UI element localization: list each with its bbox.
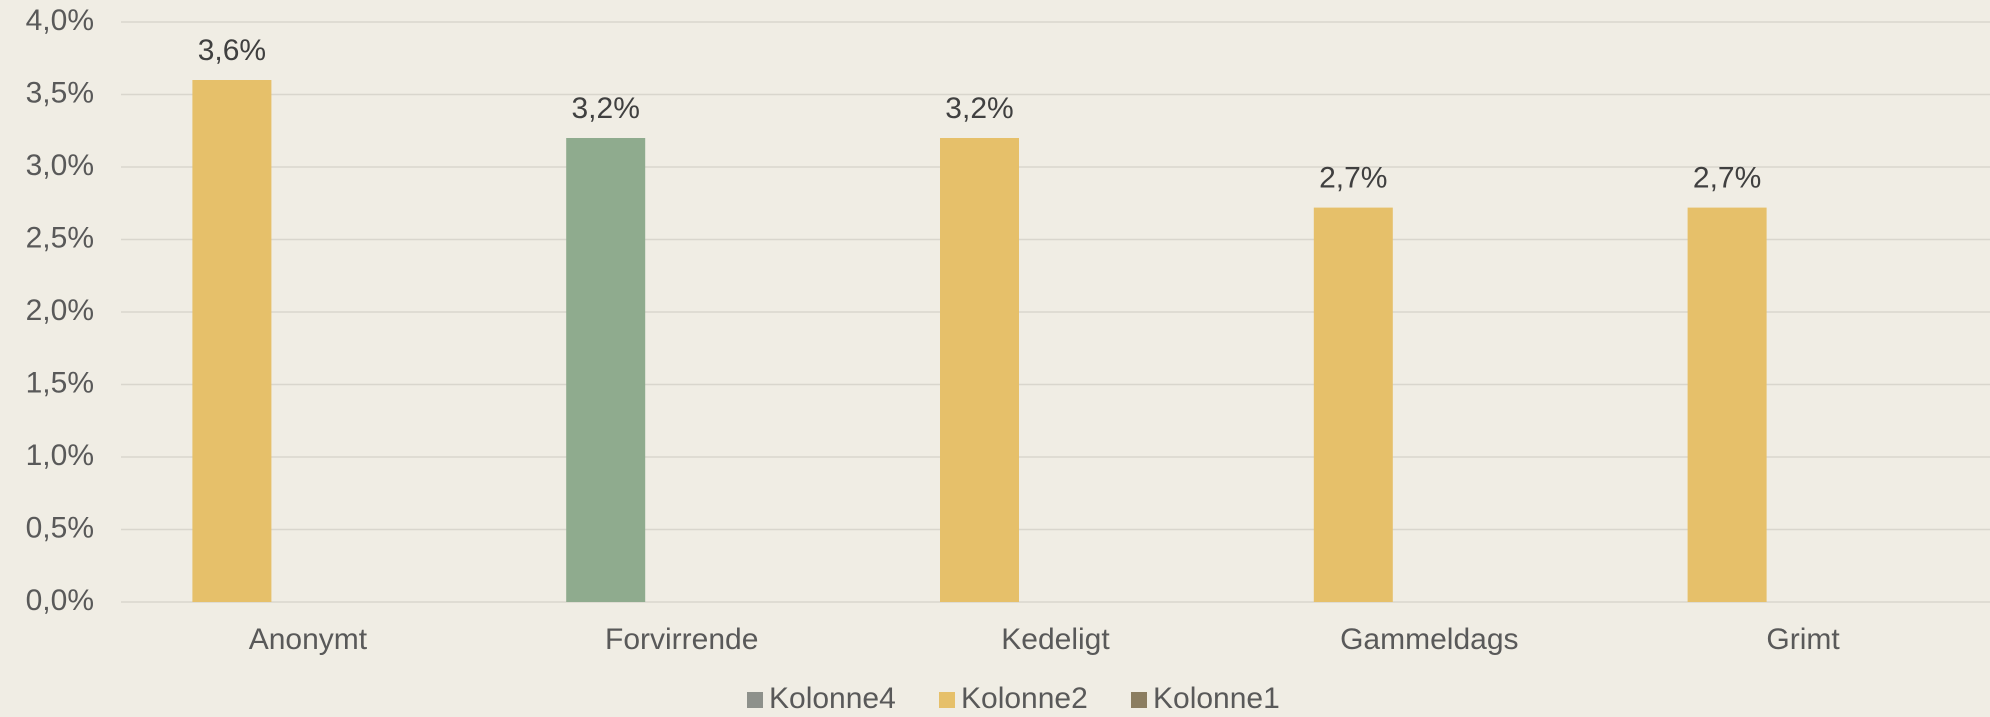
- y-tick-label: 1,5%: [26, 366, 94, 399]
- legend-label: Kolonne2: [961, 682, 1088, 715]
- y-tick-label: 2,0%: [26, 294, 94, 327]
- bar: [1313, 207, 1393, 602]
- y-tick-label: 3,5%: [26, 76, 94, 109]
- y-tick-label: 2,5%: [26, 221, 94, 254]
- data-label: 3,2%: [572, 92, 640, 125]
- data-label: 3,2%: [945, 92, 1013, 125]
- x-tick-label: Anonymt: [249, 623, 368, 656]
- legend-label: Kolonne1: [1153, 682, 1280, 715]
- bar: [566, 138, 646, 602]
- x-tick-label: Gammeldags: [1340, 623, 1518, 656]
- x-tick-label: Kedeligt: [1001, 623, 1110, 656]
- y-tick-label: 0,5%: [26, 511, 94, 544]
- legend-swatch: [1131, 692, 1147, 708]
- data-label: 2,7%: [1319, 162, 1387, 195]
- y-tick-label: 3,0%: [26, 149, 94, 182]
- x-tick-label: Forvirrende: [605, 623, 758, 656]
- x-tick-label: Grimt: [1766, 623, 1840, 656]
- bar: [1687, 207, 1767, 602]
- y-tick-label: 4,0%: [26, 4, 94, 37]
- bar: [940, 138, 1019, 602]
- bar: [192, 80, 272, 602]
- y-tick-label: 1,0%: [26, 439, 94, 472]
- legend-swatch: [747, 692, 763, 708]
- legend-label: Kolonne4: [769, 682, 896, 715]
- legend-swatch: [939, 692, 955, 708]
- data-label: 2,7%: [1693, 162, 1761, 195]
- data-label: 3,6%: [198, 34, 266, 67]
- y-tick-label: 0,0%: [26, 584, 94, 617]
